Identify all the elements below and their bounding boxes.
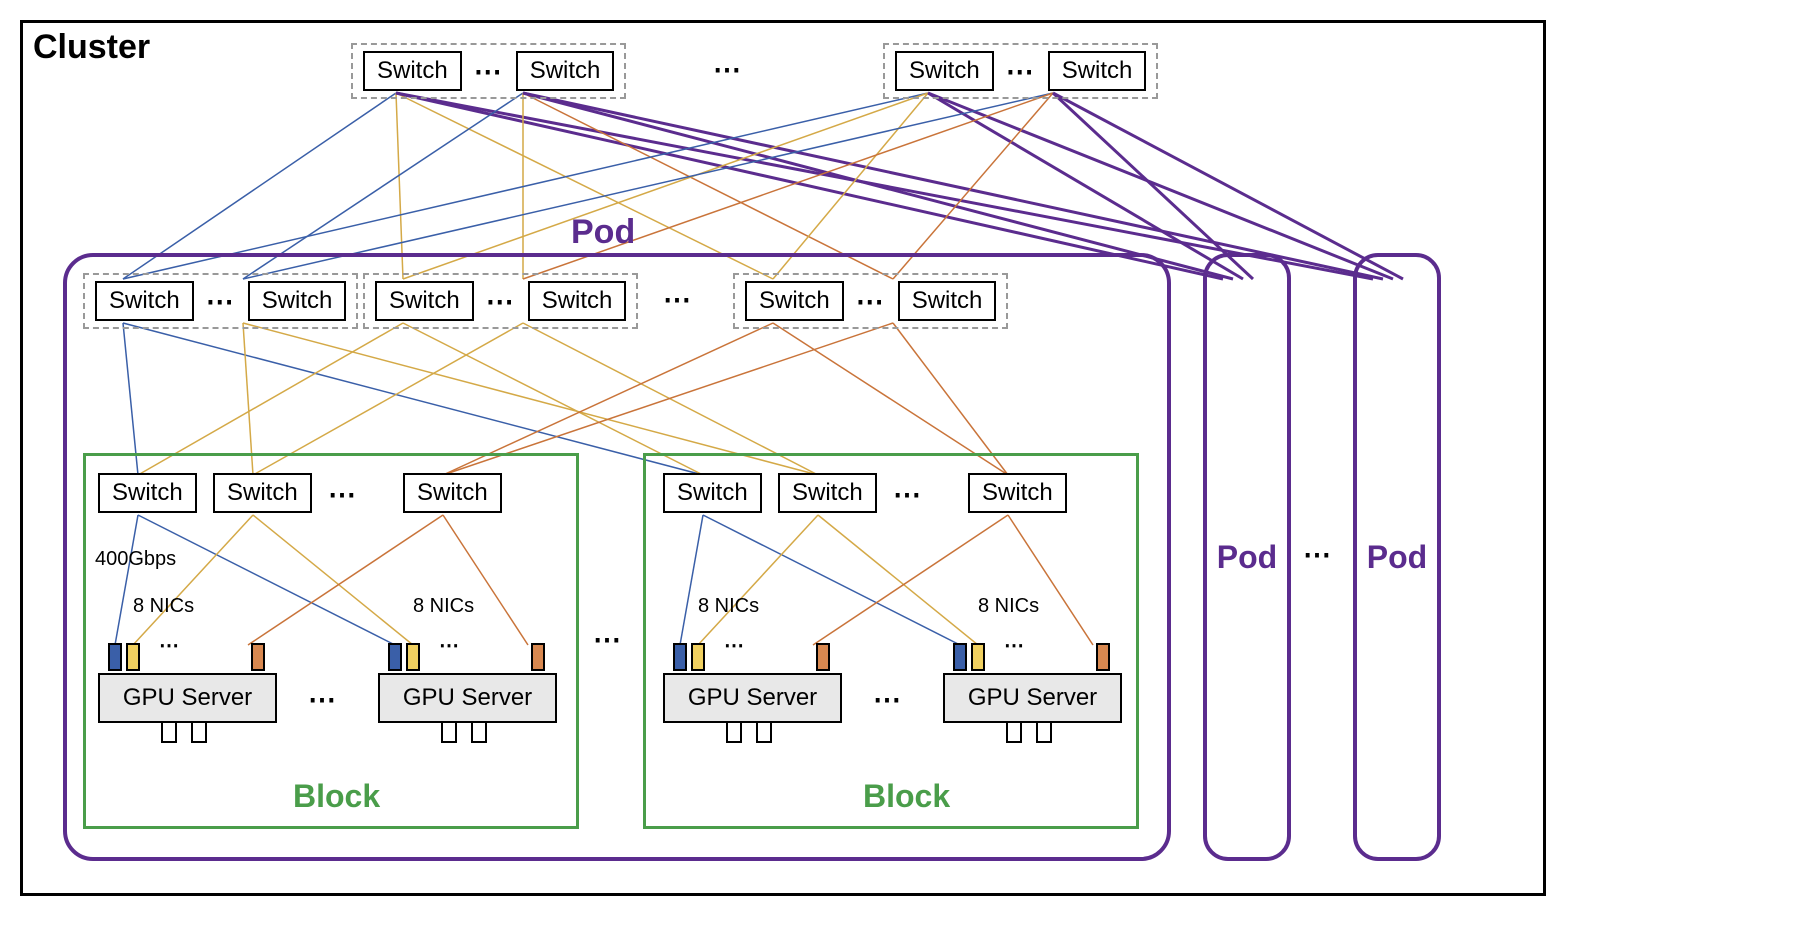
pod-side-2: Pod: [1353, 253, 1441, 861]
server-tab: [471, 721, 487, 743]
switch-dots: ⋯: [856, 285, 886, 318]
gpu-server: GPU Server: [943, 673, 1122, 723]
server-tab: [1036, 721, 1052, 743]
nic-label: 8 NICs: [133, 595, 194, 618]
nic-port: [691, 643, 705, 671]
nic-label: 8 NICs: [698, 595, 759, 618]
switch-dots: ⋯: [486, 285, 516, 318]
nic-label: 8 NICs: [413, 595, 474, 618]
block-dots: ⋯: [593, 623, 621, 656]
nic-dots: ⋯: [1004, 633, 1024, 658]
switch-box: Switch: [745, 281, 844, 321]
switch-box: Switch: [516, 51, 615, 91]
nic-dots: ⋯: [724, 633, 744, 658]
server-tab: [756, 721, 772, 743]
switch-dots: ⋯: [206, 285, 236, 318]
switch-group: Switch ⋯ Switch: [733, 273, 1008, 329]
nic-port: [251, 643, 265, 671]
server-dots: ⋯: [308, 683, 336, 716]
nic-port: [531, 643, 545, 671]
nic-port: [816, 643, 830, 671]
nic-label: 8 NICs: [978, 595, 1039, 618]
switch-box: Switch: [375, 281, 474, 321]
switch-box: Switch: [403, 473, 502, 513]
server-tab: [161, 721, 177, 743]
switch-box: Switch: [778, 473, 877, 513]
switch-box: Switch: [528, 281, 627, 321]
switch-box: Switch: [213, 473, 312, 513]
gpu-server: GPU Server: [378, 673, 557, 723]
switch-box: Switch: [663, 473, 762, 513]
nic-port: [673, 643, 687, 671]
nic-port: [1096, 643, 1110, 671]
switch-group: Switch ⋯ Switch: [363, 273, 638, 329]
switch-group: Switch ⋯ Switch: [883, 43, 1158, 99]
mid-dots: ⋯: [663, 283, 691, 316]
switch-box: Switch: [98, 473, 197, 513]
switch-box: Switch: [363, 51, 462, 91]
server-tab: [191, 721, 207, 743]
nic-dots: ⋯: [439, 633, 459, 658]
switch-box: Switch: [968, 473, 1067, 513]
pod-label: Pod: [571, 213, 635, 252]
switch-group: Switch ⋯ Switch: [351, 43, 626, 99]
pod-side-1: Pod: [1203, 253, 1291, 861]
gpu-server: GPU Server: [663, 673, 842, 723]
server-dots: ⋯: [873, 683, 901, 716]
switch-dots: ⋯: [474, 55, 504, 88]
switch-group: Switch ⋯ Switch: [83, 273, 358, 329]
cluster-title: Cluster: [33, 28, 150, 67]
switch-dots: ⋯: [1006, 55, 1036, 88]
bandwidth-label: 400Gbps: [95, 548, 176, 571]
gpu-server: GPU Server: [98, 673, 277, 723]
server-tab: [726, 721, 742, 743]
nic-port: [388, 643, 402, 671]
switch-box: Switch: [95, 281, 194, 321]
block2-label: Block: [863, 778, 950, 815]
pod-side-label-2: Pod: [1367, 539, 1427, 576]
server-tab: [441, 721, 457, 743]
pod-dots: ⋯: [1303, 538, 1331, 571]
switch-box: Switch: [898, 281, 997, 321]
server-tab: [1006, 721, 1022, 743]
switch-box: Switch: [248, 281, 347, 321]
nic-port: [126, 643, 140, 671]
nic-dots: ⋯: [159, 633, 179, 658]
top-dots: ⋯: [713, 53, 741, 86]
block1-sdots: ⋯: [328, 478, 356, 511]
cluster-container: Cluster ⋯ Pod ⋯ ⋯ Block Block ⋯ ⋯ 400Gbp…: [20, 20, 1546, 896]
pod-side-label-1: Pod: [1217, 539, 1277, 576]
nic-port: [953, 643, 967, 671]
block1-label: Block: [293, 778, 380, 815]
nic-port: [108, 643, 122, 671]
nic-port: [406, 643, 420, 671]
nic-port: [971, 643, 985, 671]
block2-sdots: ⋯: [893, 478, 921, 511]
switch-box: Switch: [1048, 51, 1147, 91]
switch-box: Switch: [895, 51, 994, 91]
